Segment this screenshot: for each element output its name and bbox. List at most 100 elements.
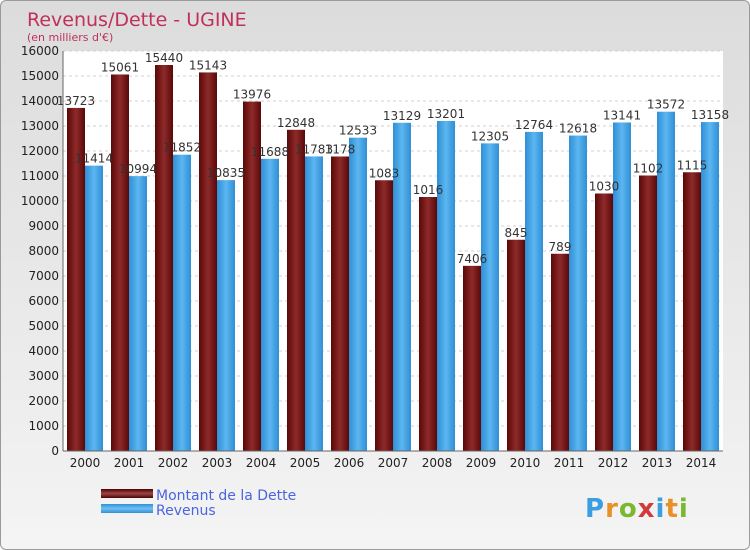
data-label: 11852 <box>163 141 201 155</box>
bar-dette <box>683 172 701 451</box>
data-label: 12618 <box>559 122 597 136</box>
data-label: 845 <box>505 226 528 240</box>
data-label: 1083 <box>369 166 400 180</box>
bar-dette <box>111 74 129 451</box>
y-axis: 0 1000 2000 3000 4000 5000 6000 7000 8000 9000 100… <box>21 44 64 458</box>
data-label: 12533 <box>339 124 377 138</box>
legend-swatch-revenus <box>101 504 153 513</box>
bar-dette <box>67 107 85 452</box>
y-tick-label: 16000 <box>21 44 59 58</box>
legend-label-revenus: Revenus <box>156 503 216 519</box>
bar-revenus <box>129 176 147 451</box>
bar-revenus <box>569 135 587 452</box>
chart-title: Revenus/Dette - UGINE <box>27 9 247 31</box>
data-label: 11414 <box>75 152 113 166</box>
data-label: 12764 <box>515 118 553 132</box>
bar-dette <box>199 72 217 452</box>
data-label: 1178 <box>325 143 356 157</box>
data-label: 1030 <box>589 180 620 194</box>
x-tick-label: 2004 <box>246 456 277 470</box>
bar-revenus <box>481 143 499 451</box>
y-tick-label: 11000 <box>21 169 59 183</box>
bars <box>67 65 719 452</box>
bar-revenus <box>173 154 191 451</box>
bar-dette <box>243 101 261 451</box>
y-tick-label: 8000 <box>28 244 59 258</box>
bar-dette <box>375 180 393 451</box>
y-tick-label: 5000 <box>28 319 59 333</box>
data-label: 12305 <box>471 129 509 143</box>
y-tick-label: 10000 <box>21 194 59 208</box>
bar-revenus <box>525 131 543 451</box>
y-tick-label: 9000 <box>28 219 59 233</box>
x-tick-label: 2013 <box>642 456 673 470</box>
x-tick-label: 2010 <box>510 456 541 470</box>
data-label: 1102 <box>633 162 664 176</box>
data-label: 1016 <box>413 183 444 197</box>
bar-dette <box>331 156 349 451</box>
x-tick-label: 2014 <box>686 456 717 470</box>
data-labels: 13723 11414 15061 10994 15440 11852 15143 10835… <box>57 51 729 266</box>
data-label: 10835 <box>207 166 245 180</box>
bar-revenus <box>393 122 411 452</box>
svg-text:Proxiti: Proxiti <box>585 494 689 524</box>
y-tick-label: 0 <box>51 444 59 458</box>
y-tick-label: 15000 <box>21 69 59 83</box>
bar-dette <box>419 197 437 451</box>
bar-revenus <box>217 180 235 451</box>
bar-dette <box>639 175 657 451</box>
y-tick-label: 1000 <box>28 419 59 433</box>
x-tick-label: 2006 <box>334 456 365 470</box>
data-label: 15143 <box>189 58 227 72</box>
x-tick-label: 2005 <box>290 456 321 470</box>
data-label: 7406 <box>457 252 488 266</box>
bar-dette <box>595 193 613 451</box>
data-label: 15061 <box>101 60 139 74</box>
data-label: 13201 <box>427 107 465 121</box>
y-tick-label: 12000 <box>21 144 59 158</box>
bar-revenus <box>349 137 367 452</box>
legend-swatch-debt <box>101 489 153 498</box>
bar-revenus <box>85 165 103 451</box>
bar-revenus <box>613 122 631 451</box>
x-tick-label: 2002 <box>158 456 189 470</box>
data-label: 13141 <box>603 108 641 122</box>
legend: Montant de la Dette Revenus <box>101 488 296 519</box>
y-tick-label: 13000 <box>21 119 59 133</box>
data-label: 1115 <box>677 158 708 172</box>
data-label: 13976 <box>233 88 271 102</box>
x-tick-label: 2000 <box>70 456 101 470</box>
bar-dette <box>507 239 525 451</box>
x-tick-label: 2011 <box>554 456 585 470</box>
data-label: 13158 <box>691 108 729 122</box>
x-tick-label: 2001 <box>114 456 145 470</box>
bar-revenus <box>261 158 279 452</box>
data-label: 15440 <box>145 51 183 65</box>
x-tick-label: 2009 <box>466 456 497 470</box>
bar-dette <box>551 253 569 451</box>
data-label: 13572 <box>647 98 685 112</box>
data-label: 13129 <box>383 109 421 123</box>
legend-label-debt: Montant de la Dette <box>156 488 296 504</box>
y-tick-label: 7000 <box>28 269 59 283</box>
bar-revenus <box>657 111 675 451</box>
chart-subtitle: (en milliers d'€) <box>27 31 113 44</box>
data-label: 11688 <box>251 145 289 159</box>
x-tick-label: 2008 <box>422 456 453 470</box>
x-tick-label: 2012 <box>598 456 629 470</box>
x-tick-label: 2007 <box>378 456 409 470</box>
proxiti-logo: Proxiti <box>585 494 689 524</box>
bar-dette <box>155 65 173 451</box>
data-label: 12848 <box>277 116 315 130</box>
bar-revenus <box>305 156 323 452</box>
bar-dette <box>287 129 305 452</box>
x-tick-label: 2003 <box>202 456 233 470</box>
y-tick-label: 6000 <box>28 294 59 308</box>
y-tick-label: 4000 <box>28 344 59 358</box>
y-tick-label: 14000 <box>21 94 59 108</box>
x-axis: 2000 2001 2002 2003 2004 2005 2006 2007 2008 2009… <box>63 450 723 470</box>
bar-revenus <box>437 120 455 451</box>
y-tick-label: 3000 <box>28 369 59 383</box>
